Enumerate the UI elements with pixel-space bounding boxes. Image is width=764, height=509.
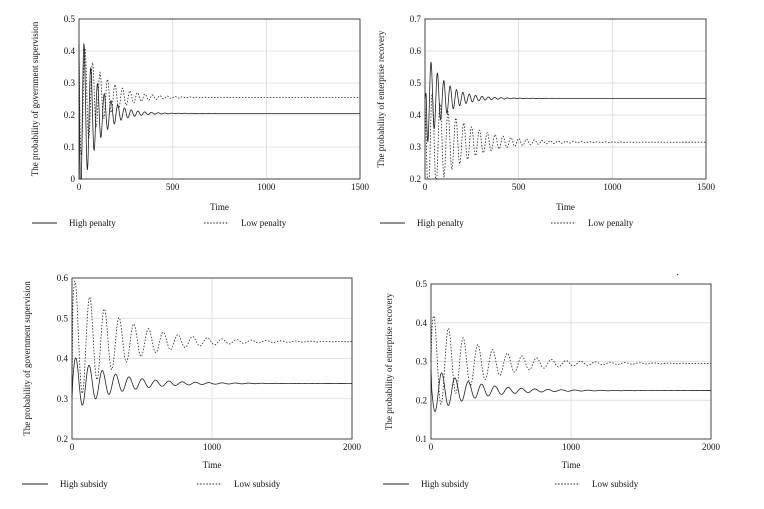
legend-label: High subsidy xyxy=(60,479,108,489)
y-tick-label: 0.3 xyxy=(410,142,422,152)
x-tick-label: 2000 xyxy=(343,442,362,452)
series-line-dotted xyxy=(424,93,706,180)
panel-3: 0 1000 2000 0.2 0.3 0.4 0.5 0.6 Time The probabil… xyxy=(22,273,362,489)
x-axis-label: Time xyxy=(203,460,222,470)
series-line-dotted xyxy=(430,315,712,405)
x-tick-label: 1500 xyxy=(351,182,370,192)
x-axis-label: Time xyxy=(562,460,581,470)
y-tick-label: 0.4 xyxy=(57,354,69,364)
y-tick-label: 0.5 xyxy=(64,14,76,24)
legend-label: Low subsidy xyxy=(592,479,639,489)
y-axis-label: The probability of enterprise recovery xyxy=(376,30,386,167)
legend-label: Low penalty xyxy=(588,218,634,228)
x-tick-label: 1500 xyxy=(697,182,716,192)
y-tick-label: 0.1 xyxy=(416,434,427,444)
series-line-solid xyxy=(430,369,711,413)
series-line-solid xyxy=(424,61,706,143)
y-tick-label: 0.1 xyxy=(64,142,75,152)
y-axis-label: The probability of government supervisio… xyxy=(30,21,40,176)
x-tick-label: 500 xyxy=(512,182,526,192)
panel-1: 0 500 1000 1500 0 0.1 0.2 0.3 0.4 0.5 Time The prob… xyxy=(30,14,370,228)
x-axis-label: Time xyxy=(556,202,575,212)
y-tick-label: 0.6 xyxy=(410,46,422,56)
legend-label: High subsidy xyxy=(421,479,469,489)
legend-label: Low penalty xyxy=(241,218,287,228)
x-tick-label: 1000 xyxy=(257,182,276,192)
y-tick-label: 0 xyxy=(71,174,76,184)
y-tick-label: 0.3 xyxy=(416,357,428,367)
x-axis-label: Time xyxy=(210,202,229,212)
y-tick-label: 0.2 xyxy=(64,110,75,120)
y-tick-label: 0.2 xyxy=(410,174,421,184)
legend-label: High penalty xyxy=(417,218,464,228)
y-tick-label: 0.3 xyxy=(57,394,69,404)
series-line-dotted xyxy=(71,280,353,395)
y-tick-label: 0.2 xyxy=(57,434,68,444)
y-axis-label: The probability of enterprise recovery xyxy=(384,293,394,430)
stray-dot xyxy=(677,274,679,276)
panel-4: 0 1000 2000 0.1 0.2 0.3 0.4 0.5 Time The probabil… xyxy=(383,279,721,489)
y-tick-label: 0.4 xyxy=(410,110,422,120)
y-tick-label: 0.5 xyxy=(57,313,69,323)
series-line-solid xyxy=(71,357,353,406)
x-tick-label: 1000 xyxy=(203,442,222,452)
y-tick-label: 0.2 xyxy=(416,395,427,405)
plot-frame xyxy=(78,18,361,180)
x-tick-label: 1000 xyxy=(562,442,581,452)
panel-2: 0 500 1000 1500 0.2 0.3 0.4 0.5 0.6 0.7 Time The pr… xyxy=(376,14,716,228)
x-tick-label: 0 xyxy=(70,442,75,452)
y-tick-label: 0.4 xyxy=(64,46,76,56)
legend-label: High penalty xyxy=(69,218,116,228)
y-tick-label: 0.5 xyxy=(410,78,422,88)
y-tick-label: 0.4 xyxy=(416,318,428,328)
x-tick-label: 0 xyxy=(423,182,428,192)
legend-label: Low subsidy xyxy=(234,479,281,489)
y-tick-label: 0.3 xyxy=(64,78,76,88)
y-tick-label: 0.5 xyxy=(416,279,428,289)
x-tick-label: 2000 xyxy=(702,442,721,452)
x-tick-label: 1000 xyxy=(603,182,622,192)
y-tick-label: 0.6 xyxy=(57,273,69,283)
y-axis-label: The probability of government supervisio… xyxy=(22,281,32,436)
x-tick-label: 500 xyxy=(166,182,180,192)
x-tick-label: 0 xyxy=(77,182,82,192)
series-line-dotted xyxy=(78,47,360,157)
y-tick-label: 0.7 xyxy=(410,14,422,24)
x-tick-label: 0 xyxy=(429,442,434,452)
series-line-solid xyxy=(78,42,360,180)
